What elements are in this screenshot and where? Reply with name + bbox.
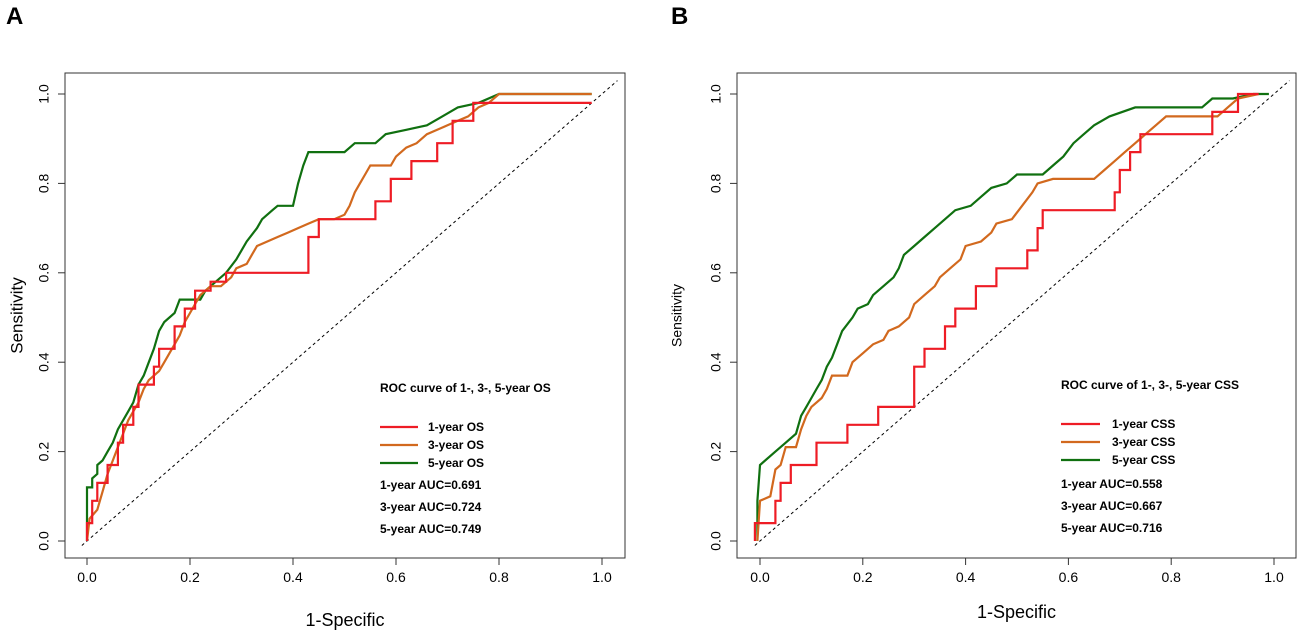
y-tick-label: 0.8 <box>708 173 724 193</box>
y-tick-label: 0.2 <box>36 442 52 462</box>
legend-entry-label: 5-year CSS <box>1112 453 1175 467</box>
auc-label: 5-year AUC=0.749 <box>380 522 482 536</box>
roc-panel-a: A 0.0 0.2 0.4 0.6 0.8 1.0 0.0 0.2 0.4 0.6 0.8 1.0 1-S… <box>6 3 626 630</box>
roc-curve-3-year-os <box>85 92 592 542</box>
x-tick-label: 0.6 <box>1059 569 1079 585</box>
legend-entry-label: 3-year OS <box>428 438 484 452</box>
x-tick-label: 0.4 <box>956 569 976 585</box>
y-tick-label: 1.0 <box>708 84 724 104</box>
legend-entry-label: 1-year CSS <box>1112 417 1175 431</box>
auc-label: 3-year AUC=0.667 <box>1061 499 1163 513</box>
roc-panel-b: B 0.0 0.2 0.4 0.6 0.8 1.0 0.0 0.2 0.4 0.6 0.8 1.0 1-S… <box>669 3 1297 622</box>
auc-label: 5-year AUC=0.716 <box>1061 521 1163 535</box>
y-axis-label: Sensitivity <box>669 284 685 347</box>
y-tick-label: 0.0 <box>36 531 52 551</box>
plot-frame <box>64 72 626 559</box>
x-tick-label: 1.0 <box>1264 569 1284 585</box>
legend-entry-label: 3-year CSS <box>1112 435 1175 449</box>
reference-diagonal <box>81 80 618 546</box>
roc-curve-1-year-css <box>753 92 1259 541</box>
x-tick-label: 0.8 <box>1161 569 1181 585</box>
roc-curve-1-year-os <box>85 101 592 541</box>
x-tick-label: 0.2 <box>853 569 873 585</box>
y-tick-label: 0.0 <box>708 531 724 551</box>
x-axis-label: 1-Specific <box>305 610 384 630</box>
auc-label: 3-year AUC=0.724 <box>380 500 482 514</box>
x-tick-label: 0.6 <box>386 569 406 585</box>
panel-label: A <box>6 3 23 30</box>
y-tick-label: 0.6 <box>708 263 724 283</box>
legend-entry-label: 1-year OS <box>428 420 484 434</box>
y-axis-label: Sensitivity <box>7 277 26 354</box>
y-tick-label: 0.8 <box>36 173 52 193</box>
legend-entry-label: 5-year OS <box>428 456 484 470</box>
roc-curve-5-year-os <box>85 92 592 541</box>
x-axis-label: 1-Specific <box>977 602 1056 622</box>
roc-curve-5-year-css <box>756 92 1269 541</box>
auc-label: 1-year AUC=0.691 <box>380 478 482 492</box>
x-tick-label: 0.0 <box>750 569 770 585</box>
y-tick-label: 0.4 <box>36 352 52 372</box>
auc-label: 1-year AUC=0.558 <box>1061 477 1163 491</box>
x-tick-label: 0.0 <box>77 569 97 585</box>
y-tick-label: 0.6 <box>36 263 52 283</box>
panel-label: B <box>671 3 688 30</box>
plot-frame <box>736 72 1297 559</box>
x-tick-label: 0.2 <box>180 569 200 585</box>
legend-title: ROC curve of 1-, 3-, 5-year OS <box>380 381 551 395</box>
x-tick-label: 1.0 <box>592 569 612 585</box>
legend-title: ROC curve of 1-, 3-, 5-year CSS <box>1061 378 1239 392</box>
y-tick-label: 1.0 <box>36 84 52 104</box>
x-tick-label: 0.4 <box>283 569 303 585</box>
y-tick-label: 0.2 <box>708 442 724 462</box>
x-tick-label: 0.8 <box>489 569 509 585</box>
y-tick-label: 0.4 <box>708 352 724 372</box>
roc-curve-3-year-css <box>756 92 1259 542</box>
reference-diagonal <box>754 80 1290 546</box>
